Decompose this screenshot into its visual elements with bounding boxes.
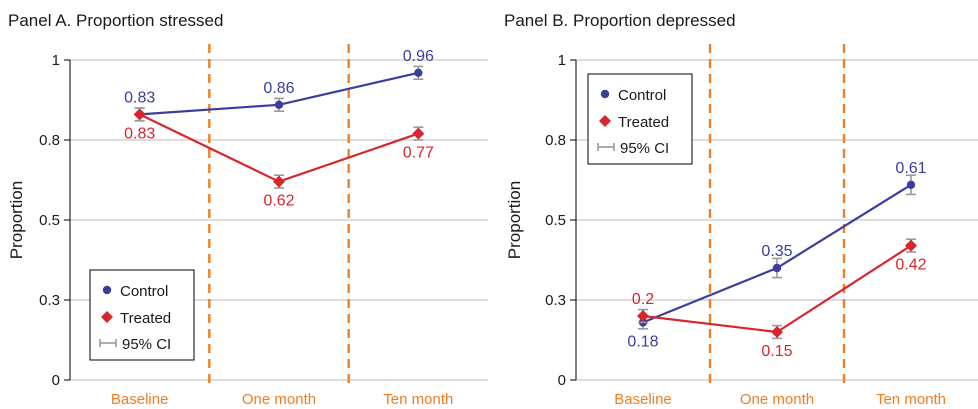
y-tick-label: 0.5 xyxy=(545,212,566,229)
y-axis-label: Proportion xyxy=(7,181,26,259)
x-tick-label: Ten month xyxy=(876,391,946,408)
y-tick-label: 0.5 xyxy=(39,212,60,229)
data-point-treated xyxy=(637,310,649,322)
panel-b: Panel B. Proportion depressed Proportion 0… xyxy=(504,11,978,408)
chart-title: Panel A. Proportion stressed xyxy=(8,11,223,30)
data-point-control xyxy=(772,263,782,273)
data-label: 0.83 xyxy=(124,125,155,142)
data-point-control xyxy=(414,68,423,78)
data-point-treated xyxy=(771,326,783,338)
y-tick-label: 1 xyxy=(52,52,60,69)
data-label: 0.42 xyxy=(895,257,926,274)
y-tick-label: 0.8 xyxy=(39,132,60,149)
data-point-treated xyxy=(133,108,146,121)
panel-a: Panel A. Proportion stressed Proportion 0 0… xyxy=(7,11,488,408)
data-label: 0.35 xyxy=(761,243,792,260)
legend-control-marker xyxy=(102,285,112,295)
data-point-treated xyxy=(905,239,917,252)
legend-treated-marker xyxy=(101,311,113,323)
data-label: 0.96 xyxy=(403,48,434,65)
legend-treated-label: Treated xyxy=(120,310,171,327)
data-label: 0.83 xyxy=(124,89,155,106)
data-label: 0.77 xyxy=(403,145,434,162)
legend-ci-label: 95% CI xyxy=(620,140,669,157)
x-tick-label: Baseline xyxy=(111,391,169,408)
data-label: 0.61 xyxy=(895,160,926,177)
data-point-control xyxy=(906,180,916,189)
legend-treated-label: Treated xyxy=(618,114,669,131)
y-tick-label: 0 xyxy=(52,372,60,389)
data-label: 0.86 xyxy=(263,80,294,97)
y-tick-label: 0 xyxy=(558,372,566,389)
x-tick-label: One month xyxy=(242,391,316,408)
data-point-treated xyxy=(273,175,285,188)
chart-title: Panel B. Proportion depressed xyxy=(504,11,736,30)
data-point-treated xyxy=(412,127,425,140)
y-axis-label: Proportion xyxy=(505,181,524,259)
y-tick-label: 0.3 xyxy=(545,292,566,309)
series-line-treated xyxy=(139,113,419,183)
legend-control-label: Control xyxy=(120,283,168,300)
legend-control-label: Control xyxy=(618,87,666,104)
data-label: 0.15 xyxy=(761,343,792,360)
x-tick-label: Ten month xyxy=(383,391,453,408)
data-label: 0.2 xyxy=(632,291,654,308)
y-tick-label: 1 xyxy=(558,52,566,69)
x-tick-label: One month xyxy=(740,391,814,408)
legend-control-marker xyxy=(600,89,610,99)
data-point-control xyxy=(274,100,284,110)
y-tick-label: 0.8 xyxy=(545,132,566,149)
data-label: 0.18 xyxy=(627,333,658,350)
data-label: 0.62 xyxy=(263,193,294,210)
x-tick-label: Baseline xyxy=(614,391,672,408)
legend-treated-marker xyxy=(599,115,611,127)
legend-ci-label: 95% CI xyxy=(122,336,171,353)
y-tick-label: 0.3 xyxy=(39,292,60,309)
